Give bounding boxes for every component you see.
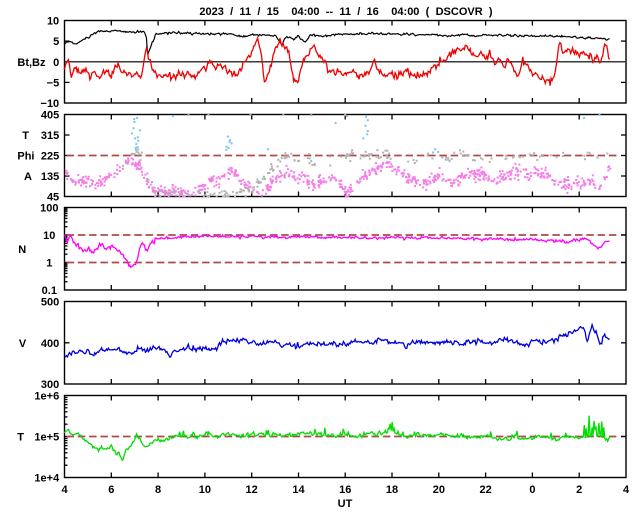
svg-text:10: 10 (43, 230, 55, 242)
svg-text:315: 315 (41, 130, 59, 142)
svg-text:0: 0 (53, 57, 59, 69)
svg-text:10: 10 (47, 16, 59, 28)
svg-text:45: 45 (47, 192, 59, 204)
svg-text:16: 16 (339, 484, 351, 496)
svg-text:N: N (18, 244, 26, 256)
svg-text:Phi: Phi (17, 151, 34, 163)
svg-text:300: 300 (41, 379, 59, 391)
svg-text:0.1: 0.1 (42, 285, 57, 297)
svg-text:4: 4 (623, 484, 630, 496)
svg-text:1e+6: 1e+6 (34, 391, 59, 403)
svg-text:1: 1 (46, 258, 52, 270)
svg-text:2: 2 (576, 484, 582, 496)
svg-text:400: 400 (41, 338, 59, 350)
svg-text:405: 405 (41, 110, 59, 122)
svg-text:135: 135 (41, 171, 59, 183)
svg-text:T: T (17, 432, 24, 444)
svg-text:UT: UT (338, 498, 353, 510)
svg-text:V: V (19, 338, 27, 350)
svg-text:2023 / 11 / 15 04:00 -- 11 /: 2023 / 11 / 15 04:00 -- 11 / 16 04:00 ( … (199, 6, 493, 18)
svg-text:T: T (22, 130, 29, 142)
svg-text:100: 100 (40, 203, 58, 215)
svg-text:−5: −5 (47, 77, 60, 89)
svg-text:Bt,Bz: Bt,Bz (17, 57, 46, 69)
svg-text:20: 20 (433, 484, 445, 496)
svg-text:10: 10 (199, 484, 211, 496)
svg-text:14: 14 (292, 484, 305, 496)
svg-text:1e+5: 1e+5 (34, 432, 59, 444)
svg-text:225: 225 (41, 151, 59, 163)
svg-text:6: 6 (108, 484, 114, 496)
svg-text:8: 8 (155, 484, 161, 496)
svg-text:500: 500 (41, 297, 59, 309)
svg-text:4: 4 (61, 484, 68, 496)
svg-text:A: A (24, 171, 32, 183)
svg-text:0: 0 (529, 484, 535, 496)
svg-text:5: 5 (53, 36, 59, 48)
svg-text:−10: −10 (41, 98, 60, 110)
svg-text:1e+4: 1e+4 (34, 473, 60, 485)
svg-text:18: 18 (386, 484, 398, 496)
svg-text:12: 12 (246, 484, 258, 496)
svg-text:22: 22 (480, 484, 492, 496)
